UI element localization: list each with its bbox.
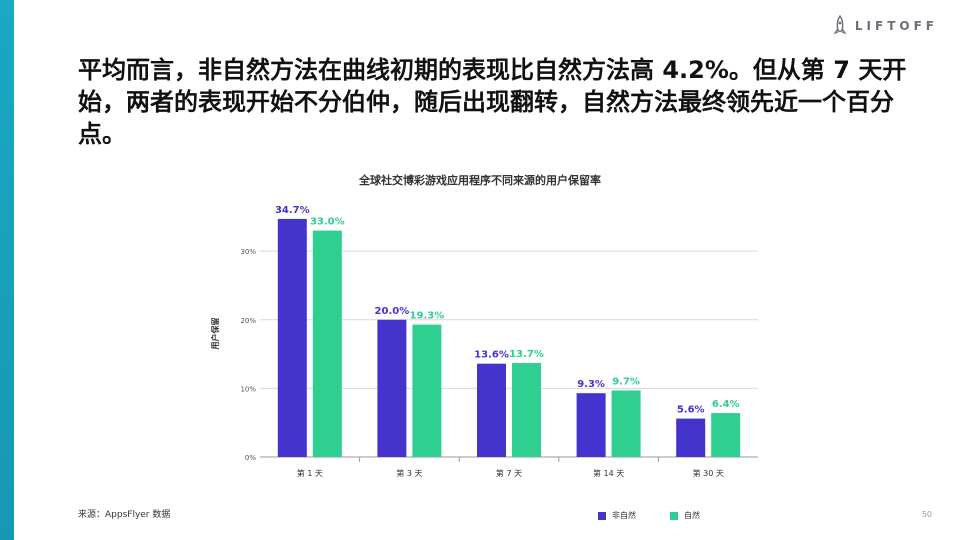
bar-organic [711, 413, 741, 457]
legend-label-non-organic: 非自然 [612, 511, 636, 520]
x-tick-label: 第 7 天 [496, 468, 522, 478]
legend-item-organic: 自然 [670, 510, 700, 521]
bar-organic [412, 324, 442, 457]
data-label: 13.7% [509, 349, 544, 360]
bar-non-organic [277, 218, 307, 457]
data-label: 5.6% [677, 405, 705, 416]
data-label: 33.0% [310, 217, 345, 228]
legend-swatch-organic [670, 511, 678, 520]
brand-logo: LIFTOFF [833, 14, 938, 38]
legend-label-organic: 自然 [684, 511, 700, 520]
chart-title: 全球社交博彩游戏应用程序不同来源的用户保留率 [359, 174, 601, 187]
bar-non-organic [477, 363, 506, 457]
x-tick-label: 第 30 天 [693, 468, 724, 478]
legend-swatch-non-organic [598, 511, 606, 520]
data-label: 9.3% [577, 379, 605, 390]
data-label: 6.4% [712, 399, 740, 410]
data-label: 19.3% [410, 311, 445, 322]
bar-non-organic [576, 393, 606, 457]
y-tick-label: 0% [245, 454, 256, 462]
source-note: 来源：AppsFlyer 数据 [78, 510, 171, 520]
bar-non-organic [676, 418, 706, 457]
x-tick-label: 第 14 天 [593, 468, 624, 478]
bar-organic [512, 363, 541, 457]
y-axis-label: 用户保留 [210, 318, 220, 351]
y-tick-label: 30% [240, 248, 256, 256]
accent-side-bar [0, 0, 14, 540]
chart-legend: 非自然 自然 [598, 510, 700, 521]
data-label: 9.7% [612, 376, 640, 387]
x-tick-label: 第 3 天 [396, 468, 422, 478]
y-tick-label: 20% [240, 317, 256, 325]
page-number: 50 [921, 510, 932, 519]
bar-non-organic [377, 319, 407, 457]
x-tick-label: 第 1 天 [297, 468, 323, 478]
rocket-icon [833, 15, 847, 35]
data-label: 20.0% [375, 306, 410, 317]
data-label: 34.7% [275, 205, 310, 216]
brand-name: LIFTOFF [854, 19, 938, 33]
bar-organic [611, 390, 641, 457]
legend-item-non-organic: 非自然 [598, 510, 636, 521]
data-label: 13.6% [474, 350, 509, 361]
bar-organic [312, 230, 342, 457]
y-tick-label: 10% [240, 385, 256, 393]
headline: 平均而言，非自然方法在曲线初期的表现比自然方法高 4.2%。但从第 7 天开始，… [78, 56, 907, 148]
